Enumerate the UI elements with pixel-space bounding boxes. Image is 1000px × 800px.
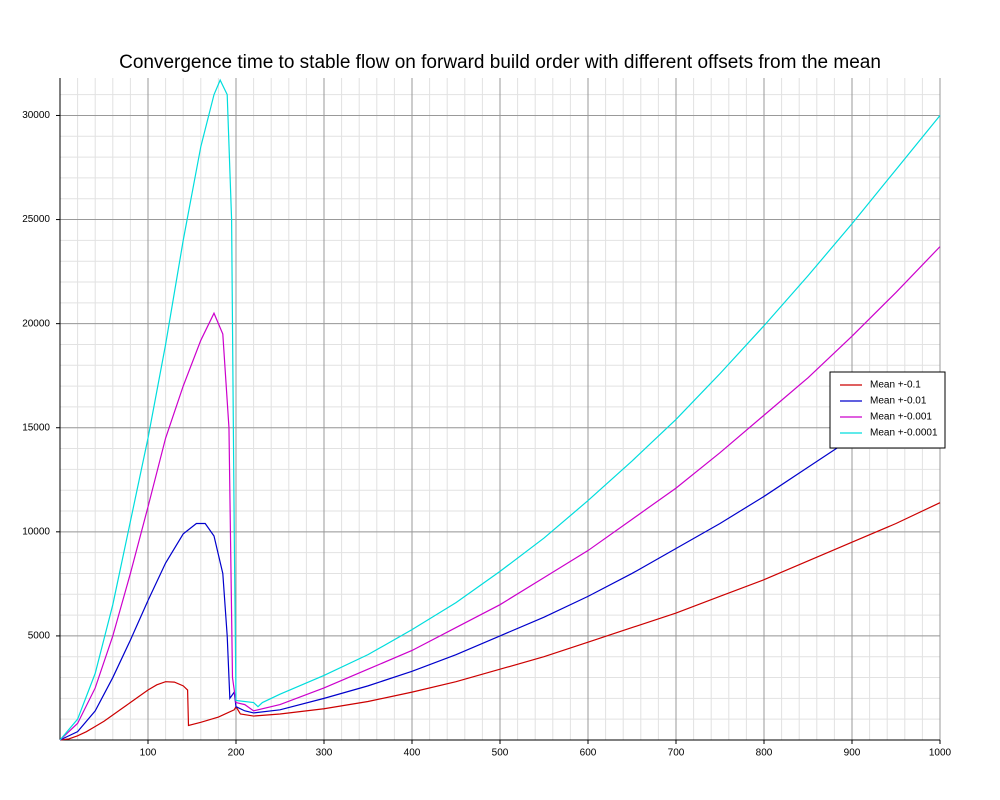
x-tick-label: 200 xyxy=(228,748,245,759)
x-tick-label: 1000 xyxy=(929,748,952,759)
x-tick-label: 100 xyxy=(140,748,157,759)
chart-title: Convergence time to stable flow on forwa… xyxy=(119,52,881,73)
series-line xyxy=(59,78,941,741)
legend-label: Mean +-0.01 xyxy=(870,396,927,407)
legend-label: Mean +-0.1 xyxy=(870,380,921,391)
y-tick-label: 10000 xyxy=(22,526,50,537)
x-tick-label: 900 xyxy=(844,748,861,759)
series-line xyxy=(59,246,941,741)
legend-label: Mean +-0.0001 xyxy=(870,428,938,439)
y-tick-label: 25000 xyxy=(22,214,50,225)
y-tick-label: 20000 xyxy=(22,318,50,329)
y-tick-label: 30000 xyxy=(22,110,50,121)
x-tick-label: 500 xyxy=(492,748,509,759)
series-line xyxy=(59,502,941,741)
legend-label: Mean +-0.001 xyxy=(870,412,932,423)
x-tick-label: 400 xyxy=(404,748,421,759)
x-tick-label: 300 xyxy=(316,748,333,759)
legend: Mean +-0.1 Mean +-0.01 Mean +-0.001 Mean +-… xyxy=(829,371,946,449)
y-tick-label: 15000 xyxy=(22,422,50,433)
x-tick-label: 600 xyxy=(580,748,597,759)
x-tick-label: 800 xyxy=(756,748,773,759)
series-line xyxy=(59,373,941,741)
y-tick-label: 5000 xyxy=(28,631,51,642)
x-tick-label: 700 xyxy=(668,748,685,759)
